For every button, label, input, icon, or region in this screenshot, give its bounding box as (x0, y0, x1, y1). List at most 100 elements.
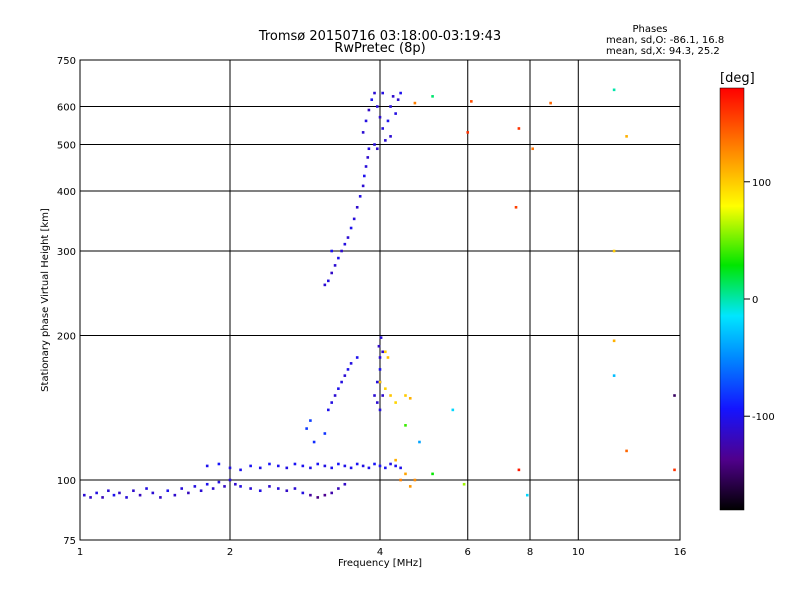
data-point (418, 440, 421, 444)
data-point (375, 147, 379, 151)
data-point (107, 489, 110, 493)
data-point (363, 174, 366, 178)
x-tick-label: 2 (227, 547, 233, 558)
data-point (384, 387, 387, 390)
data-point (466, 131, 470, 134)
data-point (258, 466, 262, 470)
data-point (309, 466, 312, 470)
data-point (333, 264, 337, 267)
data-point (373, 143, 376, 146)
data-point (355, 356, 359, 359)
data-point (285, 466, 289, 470)
data-point (396, 98, 400, 101)
data-point (305, 427, 308, 430)
data-point (337, 387, 340, 390)
data-point (205, 482, 209, 486)
data-point (517, 468, 521, 472)
data-point (309, 493, 312, 497)
subtitle-text: RwPretec (8p) (334, 41, 425, 56)
data-point (268, 485, 271, 488)
data-point (330, 401, 334, 404)
data-point (373, 462, 376, 466)
data-point (389, 394, 392, 397)
data-point (330, 249, 334, 253)
data-point (364, 165, 368, 168)
data-point (276, 464, 280, 468)
x-tick-label: 4 (377, 547, 383, 558)
data-point (394, 458, 397, 462)
data-point (431, 472, 434, 476)
y-tick-label: 600 (57, 103, 76, 114)
data-point (309, 419, 312, 422)
data-point (381, 394, 384, 397)
data-point (249, 487, 252, 490)
data-point (316, 496, 320, 499)
data-point (531, 147, 534, 151)
data-point (378, 408, 382, 412)
y-tick-label: 300 (57, 247, 76, 258)
data-point (367, 466, 371, 470)
x-tick-label: 8 (527, 547, 533, 558)
data-point (330, 271, 334, 275)
x-tick-label: 16 (674, 547, 687, 558)
x-tick-label: 1 (77, 547, 83, 558)
data-point (205, 464, 209, 468)
grid-lines (80, 60, 680, 540)
data-point (352, 217, 356, 221)
data-point (375, 105, 379, 108)
data-point (673, 468, 676, 472)
data-point (101, 496, 104, 499)
data-point (386, 119, 390, 123)
data-point (384, 139, 387, 142)
data-point (323, 283, 327, 287)
data-point (404, 424, 407, 427)
data-point (404, 394, 407, 397)
colorbar-ticks: 100 0 -100 (744, 178, 775, 423)
data-point (358, 195, 362, 198)
data-point (301, 491, 305, 495)
data-point (367, 108, 371, 112)
data-point (431, 95, 434, 98)
data-point (361, 464, 365, 468)
data-point (346, 236, 350, 239)
data-point (361, 184, 365, 188)
data-point (378, 464, 382, 468)
y-axis-ticks: 75 100 200 300 400 500 600 750 (57, 56, 76, 547)
data-point (343, 242, 347, 246)
data-point (366, 156, 370, 159)
data-point (340, 249, 343, 253)
data-point (349, 362, 353, 365)
data-point (228, 478, 232, 482)
data-point (413, 101, 417, 105)
stats-heading: Phases (632, 24, 667, 35)
data-point (373, 91, 376, 95)
data-point (451, 408, 455, 412)
data-point (355, 462, 359, 466)
y-tick-label: 400 (57, 187, 76, 198)
data-point (517, 127, 521, 130)
data-point (399, 466, 402, 470)
data-point (82, 493, 86, 497)
data-point (125, 496, 128, 499)
data-point (173, 493, 177, 497)
y-tick-label: 100 (57, 476, 76, 487)
data-point (112, 493, 116, 497)
colorbar-label: [deg] (720, 71, 755, 86)
data-point (413, 478, 417, 482)
data-point (323, 464, 327, 468)
data-point (343, 374, 347, 377)
data-point (337, 256, 340, 260)
data-point (408, 485, 412, 488)
data-point (625, 449, 628, 453)
data-point (343, 482, 347, 486)
x-axis-label: Frequency [MHz] (338, 558, 422, 569)
data-point (399, 478, 402, 482)
data-point (159, 496, 162, 499)
data-point (381, 350, 384, 354)
data-point (377, 344, 381, 348)
data-point (386, 356, 390, 359)
data-point (364, 119, 368, 123)
y-tick-label: 750 (57, 56, 76, 67)
data-point (378, 368, 382, 371)
y-axis-label: Stationary phase Virtual Height [km] (40, 208, 51, 392)
